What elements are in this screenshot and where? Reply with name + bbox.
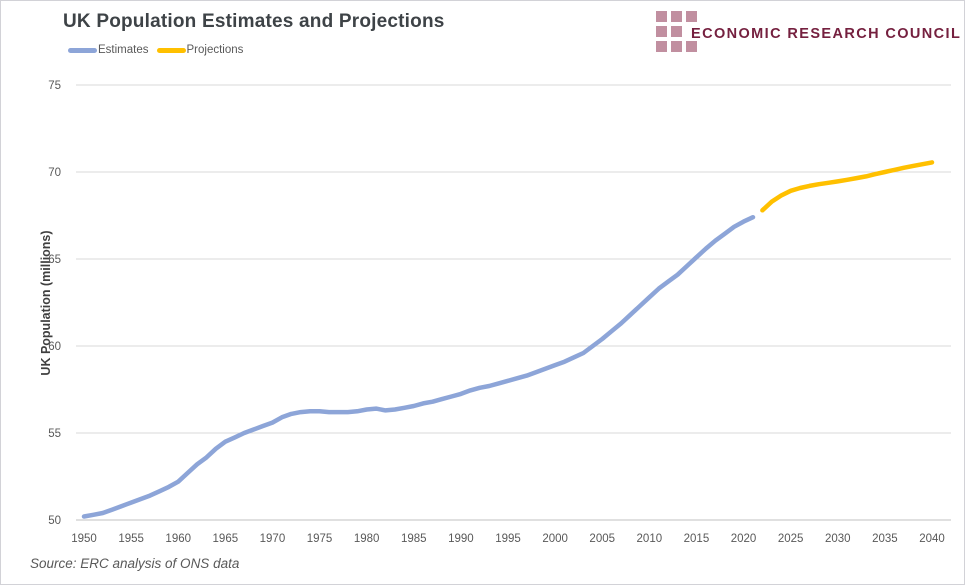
erc-logo: ECONOMIC RESEARCH COUNCIL: [656, 11, 960, 55]
source-note: Source: ERC analysis of ONS data: [30, 556, 240, 571]
legend-label-estimates: Estimates: [98, 44, 149, 56]
y-tick-label: 55: [48, 428, 61, 440]
x-tick-label: 2025: [778, 533, 804, 545]
x-tick-label: 2030: [825, 533, 851, 545]
erc-logo-wordmark: ECONOMIC RESEARCH COUNCIL: [691, 26, 962, 42]
x-tick-label: 2035: [872, 533, 898, 545]
x-tick-label: 2015: [684, 533, 710, 545]
x-tick-label: 1960: [165, 533, 191, 545]
estimates-line-swatch: [68, 47, 97, 53]
x-tick-label: 1970: [260, 533, 286, 545]
x-tick-label: 2000: [542, 533, 568, 545]
x-tick-label: 1965: [213, 533, 239, 545]
x-tick-label: 1955: [118, 533, 144, 545]
x-tick-label: 2010: [637, 533, 663, 545]
chart-title: UK Population Estimates and Projections: [63, 11, 445, 32]
y-tick-label: 60: [48, 341, 61, 353]
y-tick-label: 50: [48, 515, 61, 527]
y-tick-label: 70: [48, 167, 61, 179]
y-tick-label: 75: [48, 80, 61, 92]
x-tick-label: 1980: [354, 533, 380, 545]
x-tick-label: 1975: [307, 533, 333, 545]
x-tick-label: 1990: [448, 533, 474, 545]
x-tick-label: 1950: [71, 533, 97, 545]
legend-item-projections: Projections: [156, 44, 244, 56]
legend-item-estimates: Estimates: [68, 44, 149, 56]
estimates-line: [81, 214, 756, 519]
projections-line: [760, 160, 935, 213]
legend: Estimates Projections: [68, 44, 243, 56]
projections-line-swatch: [156, 47, 186, 53]
x-tick-label: 1985: [401, 533, 427, 545]
x-tick-label: 1995: [495, 533, 521, 545]
legend-label-projections: Projections: [186, 44, 244, 56]
y-tick-label: 65: [48, 254, 61, 266]
x-tick-label: 2005: [589, 533, 615, 545]
erc-logo-squares-icon: [656, 11, 697, 52]
x-tick-label: 2040: [919, 533, 945, 545]
x-tick-label: 2020: [731, 533, 757, 545]
